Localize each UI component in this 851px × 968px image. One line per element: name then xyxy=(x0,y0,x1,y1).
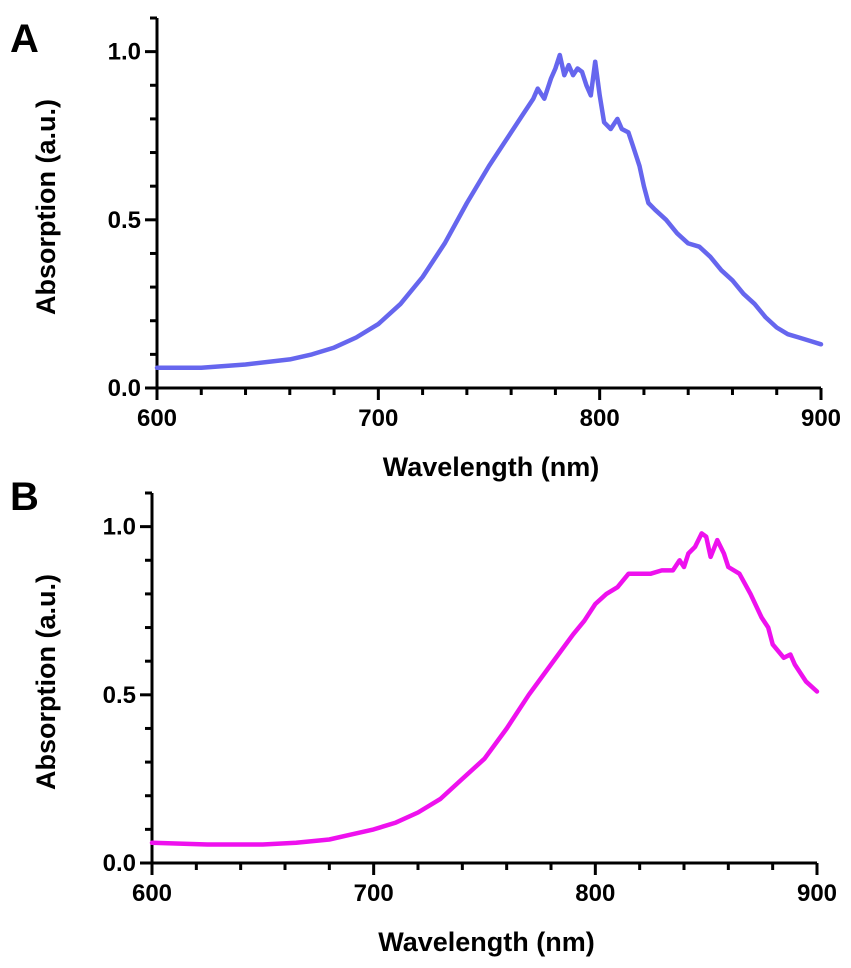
y-tick-label: 0.5 xyxy=(108,207,141,234)
x-tick-label: 700 xyxy=(354,880,394,907)
series-line xyxy=(154,52,824,371)
y-tick-label: 0.0 xyxy=(103,850,136,877)
x-tick-label: 800 xyxy=(575,880,615,907)
y-axis-title: Absorption (a.u.) xyxy=(31,574,61,790)
panel-letter: B xyxy=(10,475,39,519)
x-tick-label: 900 xyxy=(797,880,837,907)
series-line xyxy=(149,531,820,847)
y-tick-label: 1.0 xyxy=(108,39,141,66)
y-tick-label: 0.5 xyxy=(103,682,136,709)
y-tick-label: 0.0 xyxy=(108,375,141,402)
panel-a: A 0.0 0.5 1.0 600 700 800 900 Wavelength (nm) Abs… xyxy=(10,16,841,482)
panel-letter: A xyxy=(10,17,39,61)
y-tick-label: 1.0 xyxy=(103,514,136,541)
x-tick-label: 800 xyxy=(580,405,620,432)
x-axis-title: Wavelength (nm) xyxy=(383,452,600,482)
x-tick-label: 600 xyxy=(137,405,177,432)
x-tick-label: 900 xyxy=(801,405,841,432)
x-tick-label: 600 xyxy=(132,880,172,907)
x-tick-label: 700 xyxy=(358,405,398,432)
x-axis-title: Wavelength (nm) xyxy=(378,927,595,957)
panel-b: B 0.0 0.5 1.0 600 700 800 900 Wavelength (nm) Abs… xyxy=(10,475,837,957)
y-axis-title: Absorption (a.u.) xyxy=(31,99,61,315)
